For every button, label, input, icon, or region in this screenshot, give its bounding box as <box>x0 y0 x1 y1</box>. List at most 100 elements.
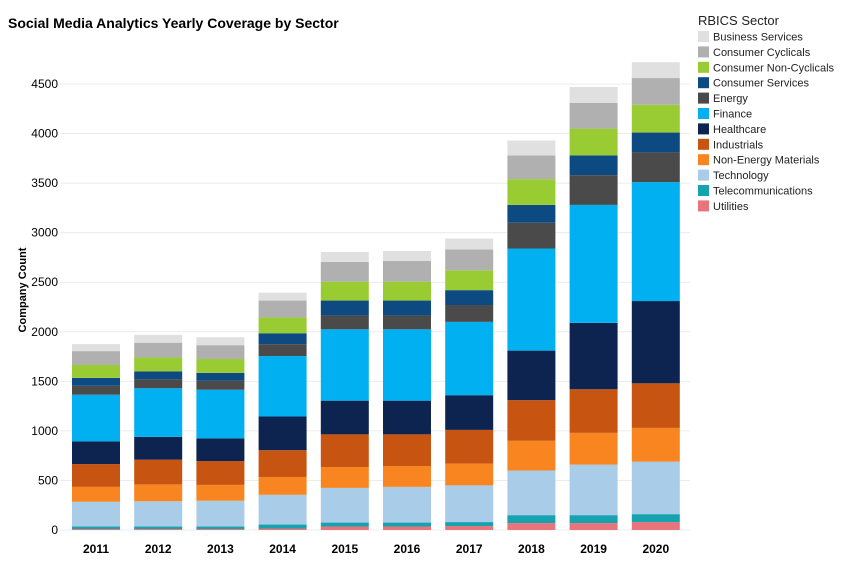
bar-segment <box>72 364 120 378</box>
y-tick-label: 3500 <box>31 176 58 190</box>
bar-segment <box>134 342 183 358</box>
bar-segment <box>196 359 245 373</box>
legend-swatch <box>698 92 709 104</box>
bar-segment <box>258 494 307 525</box>
bar-segment <box>569 322 618 390</box>
bar-segment <box>631 427 680 462</box>
legend-swatch <box>698 108 709 119</box>
x-tick-label: 2020 <box>642 542 669 556</box>
x-tick-label: 2019 <box>580 542 607 556</box>
bar-segment <box>569 432 618 465</box>
bar-segment <box>569 389 618 433</box>
bar-segment <box>134 357 183 372</box>
bar-segment <box>196 461 245 485</box>
legend-label: Non-Energy Materials <box>713 155 820 167</box>
bar-segment <box>569 86 618 103</box>
bar-segment <box>507 350 556 401</box>
legend-label: Consumer Services <box>713 78 809 90</box>
bar-stack-2016 <box>383 251 431 530</box>
legend-swatch <box>698 169 709 181</box>
y-tick-label: 4500 <box>31 77 58 91</box>
bar-segment <box>134 526 183 530</box>
bar-segment <box>383 315 431 330</box>
bar-segment <box>320 261 369 282</box>
bar-segment <box>445 305 494 322</box>
bar-segment <box>383 329 431 401</box>
bar-segment <box>134 388 183 437</box>
bar-segment <box>569 175 618 205</box>
bar-segment <box>631 522 680 530</box>
bar-segment <box>445 485 494 523</box>
bar-segment <box>196 484 245 501</box>
bar-segment <box>196 380 245 390</box>
legend-swatch <box>698 185 709 196</box>
bar-segment <box>507 523 556 530</box>
bar-segment <box>258 317 307 334</box>
x-tick-label: 2017 <box>456 542 483 556</box>
bar-segment <box>383 466 431 487</box>
bar-segment <box>445 526 494 530</box>
legend-label: Telecommunications <box>713 186 813 198</box>
bar-segment <box>258 344 307 357</box>
x-tick-label: 2014 <box>269 542 296 556</box>
bar-segment <box>258 292 307 301</box>
bar-segment <box>631 461 680 515</box>
y-tick-label: 3000 <box>31 226 58 240</box>
bar-segment <box>507 204 556 223</box>
bar-segment <box>72 385 120 395</box>
y-tick-label: 2500 <box>31 275 58 289</box>
bar-segment <box>445 290 494 306</box>
bar-segment <box>320 526 369 530</box>
y-tick-label: 1000 <box>31 424 58 438</box>
bar-segment <box>134 484 183 502</box>
bar-segment <box>507 515 556 524</box>
x-tick-label: 2016 <box>394 542 421 556</box>
bar-segment <box>569 464 618 516</box>
bar-segment <box>72 394 120 442</box>
bar-segment <box>258 333 307 345</box>
bar-segment <box>134 334 183 343</box>
bar-segment <box>320 281 369 301</box>
legend-label: Finance <box>713 109 752 121</box>
bar-segment <box>258 416 307 451</box>
y-tick-label: 4000 <box>31 127 58 141</box>
bar-segment <box>507 155 556 180</box>
bar-segment <box>445 321 494 396</box>
bar-segment <box>569 515 618 524</box>
legend-label: Technology <box>713 170 769 182</box>
bar-segment <box>196 337 245 346</box>
bar-stack-2020 <box>631 62 680 530</box>
y-tick-label: 0 <box>51 523 58 537</box>
bar-segment <box>258 356 307 417</box>
bar-segment <box>72 526 120 530</box>
bar-segment <box>258 476 307 495</box>
bar-segment <box>631 132 680 153</box>
bar-segment <box>383 526 431 530</box>
x-axis-ticks: 2011 2012 2013 2014 2015 2016 2017 2018 2019 2020 <box>83 542 669 556</box>
bar-segment <box>72 344 120 352</box>
bar-segment <box>569 523 618 530</box>
legend-label: Energy <box>713 93 748 105</box>
bar-segment <box>258 524 307 529</box>
bar-segment <box>320 467 369 488</box>
chart-title: Social Media Analytics Yearly Coverage b… <box>8 15 339 31</box>
bar-segment <box>383 522 431 527</box>
bar-segment <box>445 522 494 527</box>
y-tick-label: 500 <box>38 473 58 487</box>
bar-segment <box>569 102 618 129</box>
bar-segment <box>72 377 120 386</box>
legend-swatch <box>698 123 709 135</box>
bar-segment <box>196 345 245 360</box>
y-tick-label: 2000 <box>31 325 58 339</box>
bar-segment <box>445 429 494 464</box>
bar-segment <box>320 400 369 435</box>
y-tick-label: 1500 <box>31 374 58 388</box>
bar-segment <box>445 270 494 291</box>
bar-segment <box>72 486 120 502</box>
bar-segment <box>569 155 618 176</box>
bar-stack-2014 <box>258 292 307 530</box>
bar-segment <box>569 128 618 156</box>
bar-segment <box>631 152 680 183</box>
legend-swatch <box>698 61 709 73</box>
bar-segment <box>631 78 680 105</box>
